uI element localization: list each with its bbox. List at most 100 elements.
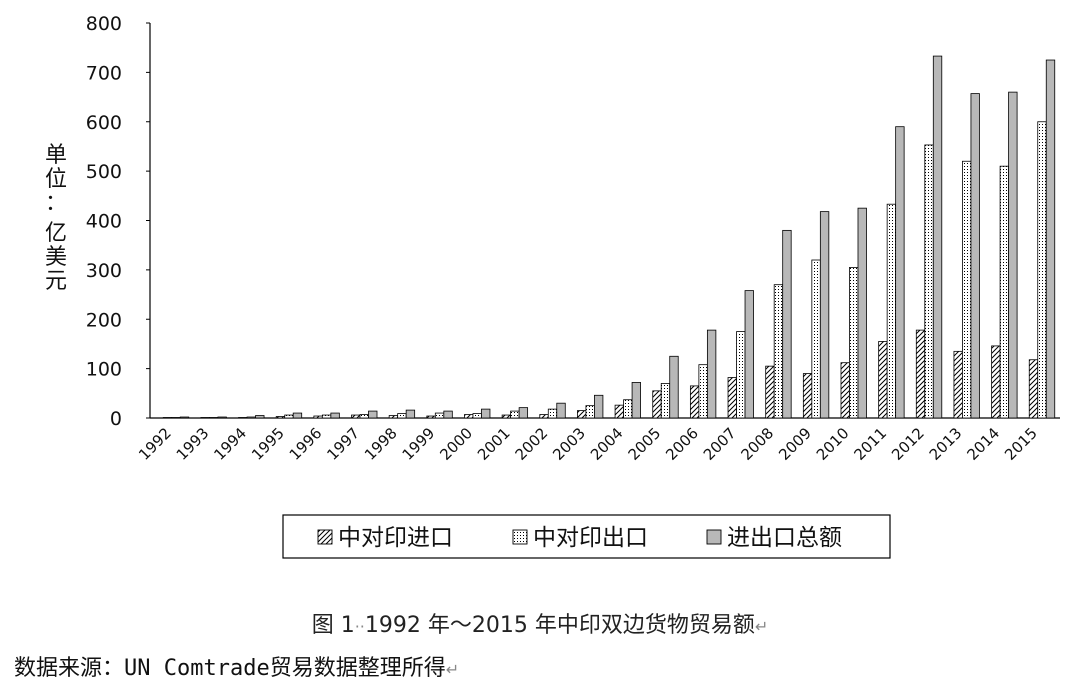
y-label-char: 亿 xyxy=(45,221,67,246)
bar-hatch xyxy=(840,362,850,419)
bar-dots xyxy=(849,267,859,419)
y-label-char: 元 xyxy=(45,269,67,294)
y-tick-label: 200 xyxy=(86,309,122,331)
bar-hatch xyxy=(765,365,775,419)
bar-dots xyxy=(246,416,256,419)
bar-gray xyxy=(782,229,792,419)
legend-label: 中对印进口 xyxy=(338,525,453,551)
bar-gray xyxy=(556,402,566,419)
bar-gray xyxy=(405,409,416,419)
legend: 中对印进口 中对印出口 进出口总额 xyxy=(282,514,891,559)
source-database: UN Comtrade xyxy=(124,656,270,681)
bar-dots xyxy=(698,364,708,419)
x-tick-label: 2005 xyxy=(625,424,665,464)
bar-hatch xyxy=(275,416,286,419)
legend-box xyxy=(282,514,891,559)
bar-gray xyxy=(1008,91,1018,419)
bar-dots xyxy=(811,259,821,419)
return-mark-icon: ↵ xyxy=(445,660,460,679)
y-axis-label: 单位： 亿美元 xyxy=(45,143,67,294)
y-tick-label: 800 xyxy=(86,13,122,35)
bar-gray xyxy=(443,410,453,419)
figure-label: 图 1 xyxy=(311,613,355,638)
y-tick-label: 600 xyxy=(86,112,122,134)
y-label-char: 位 xyxy=(45,167,67,192)
x-tick-label: 2001 xyxy=(474,424,514,464)
bar-hatch xyxy=(426,415,436,419)
x-tick-label: 2006 xyxy=(662,424,702,464)
bar-dots xyxy=(886,203,897,419)
bar-gray xyxy=(857,207,867,419)
bar-gray xyxy=(292,412,303,419)
bar-gray xyxy=(895,126,905,419)
x-tick-label: 1994 xyxy=(210,424,250,464)
y-tick-label: 400 xyxy=(86,211,122,233)
x-axis-ticks: 1992199319941995199619971998199920002001… xyxy=(135,424,1041,464)
bar-dots xyxy=(171,417,181,419)
bar-dots xyxy=(434,412,445,419)
x-tick-label: 2009 xyxy=(775,424,815,464)
bar-dots xyxy=(209,417,219,419)
bar-gray xyxy=(179,416,190,419)
bar-dots xyxy=(321,414,332,419)
bar-gray xyxy=(819,211,830,419)
bar-hatch xyxy=(953,350,963,419)
bar-dots xyxy=(773,284,784,419)
bar-gray xyxy=(744,290,754,419)
bar-hatch xyxy=(652,390,662,419)
bar-dots xyxy=(999,165,1009,419)
x-tick-label: 1998 xyxy=(361,424,401,464)
x-tick-label: 2002 xyxy=(512,424,552,464)
bar-hatch xyxy=(238,417,248,419)
x-tick-label: 2013 xyxy=(926,424,966,464)
x-tick-label: 2011 xyxy=(850,424,890,464)
y-axis-ticks: 0 100 200 300 400 500 600 700 800 xyxy=(86,13,150,430)
y-tick-label: 500 xyxy=(86,161,122,183)
bar-dots xyxy=(660,383,671,419)
bar-gray xyxy=(594,394,604,419)
bar-dots xyxy=(1037,121,1047,419)
legend-label: 进出口总额 xyxy=(727,525,842,551)
bar-dots xyxy=(359,414,369,419)
bar-dots xyxy=(924,144,934,419)
bar-hatch xyxy=(614,404,624,419)
bar-gray xyxy=(631,382,641,419)
bar-hatch xyxy=(689,385,700,419)
x-tick-label: 1999 xyxy=(399,424,439,464)
bar-gray xyxy=(932,55,943,419)
legend-swatch-gray xyxy=(706,529,722,545)
bar-hatch xyxy=(802,373,813,419)
bar-hatch xyxy=(351,414,361,419)
bar-dots xyxy=(962,160,972,419)
y-label-char: ： xyxy=(45,191,67,216)
figure-title: 1992 年～2015 年中印双边货物贸易额 xyxy=(364,613,755,638)
bar-hatch xyxy=(200,417,210,419)
y-label-char: 单 xyxy=(45,143,67,168)
x-tick-label: 2007 xyxy=(700,424,740,464)
y-tick-label: 700 xyxy=(86,62,122,84)
legend-label: 中对印出口 xyxy=(533,525,648,551)
bar-dots xyxy=(510,410,520,419)
x-tick-label: 1993 xyxy=(173,424,213,464)
x-tick-label: 1996 xyxy=(286,424,326,464)
bar-hatch xyxy=(991,345,1001,419)
x-tick-label: 2000 xyxy=(436,424,476,464)
x-tick-label: 1997 xyxy=(323,424,363,464)
x-tick-label: 2014 xyxy=(963,424,1003,464)
x-tick-label: 2003 xyxy=(549,424,589,464)
y-tick-label: 100 xyxy=(86,359,122,381)
figure-caption: 图 1··1992 年～2015 年中印双边货物贸易额↵ xyxy=(311,613,769,638)
x-tick-label: 2012 xyxy=(888,424,928,464)
bar-dots xyxy=(397,413,407,419)
legend-swatch-dots xyxy=(512,529,528,545)
bar-gray xyxy=(217,416,227,419)
bar-hatch xyxy=(162,417,173,419)
bar-gray xyxy=(970,93,980,419)
bar-hatch xyxy=(313,415,323,419)
bar-dots xyxy=(284,414,294,419)
bar-gray xyxy=(518,407,529,419)
source-suffix: 贸易数据整理所得 xyxy=(269,656,446,681)
bar-hatch xyxy=(727,377,737,419)
bar-hatch xyxy=(878,341,888,419)
bar-gray xyxy=(330,412,340,419)
